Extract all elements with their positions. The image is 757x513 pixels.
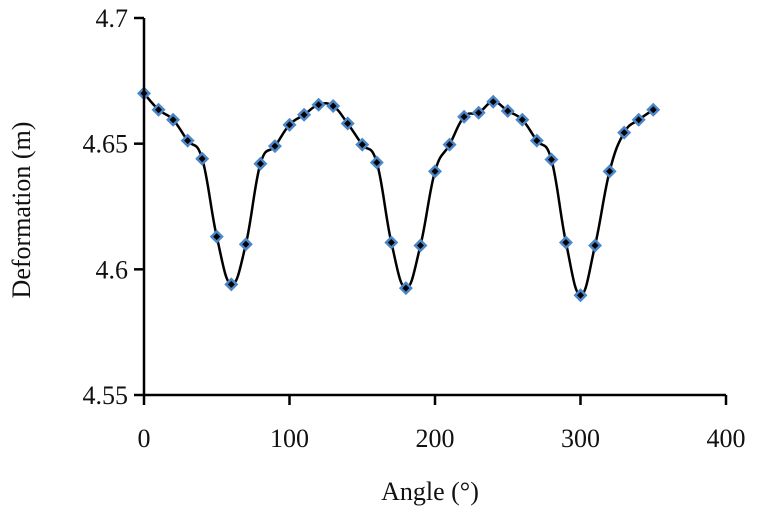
x-tick-label: 0	[138, 424, 151, 453]
x-tick-label: 400	[707, 424, 746, 453]
data-point-diamond-marker	[602, 164, 617, 179]
x-tick-label: 200	[416, 424, 455, 453]
data-point-diamond-marker	[166, 112, 181, 127]
data-point-diamond-marker	[238, 237, 253, 252]
y-tick-label: 4.7	[96, 4, 129, 33]
data-point-diamond-marker	[267, 139, 282, 154]
x-tick-label: 300	[561, 424, 600, 453]
y-tick-label: 4.55	[83, 381, 129, 410]
data-point-diamond-marker	[253, 156, 268, 171]
data-point-diamond-marker	[442, 137, 457, 152]
x-tick-label: 100	[270, 424, 309, 453]
data-point-diamond-marker	[398, 281, 413, 296]
data-point-diamond-marker	[631, 112, 646, 127]
data-point-diamond-marker	[340, 116, 355, 131]
data-point-diamond-marker	[617, 125, 632, 140]
data-point-diamond-marker	[297, 107, 312, 122]
data-point-diamond-marker	[209, 229, 224, 244]
y-tick-label: 4.65	[83, 130, 129, 159]
data-point-diamond-marker	[486, 94, 501, 109]
data-point-diamond-marker	[573, 288, 588, 303]
data-point-diamond-marker	[326, 98, 341, 113]
data-point-diamond-marker	[457, 109, 472, 124]
data-point-diamond-marker	[180, 133, 195, 148]
y-tick-label: 4.6	[96, 255, 129, 284]
data-point-diamond-marker	[282, 117, 297, 132]
data-point-diamond-marker	[311, 97, 326, 112]
axes: 4.55 4.6 4.65 4.7 0 100 200 300 400	[83, 4, 746, 453]
data-point-diamond-marker	[195, 151, 210, 166]
data-point-diamond-marker	[558, 235, 573, 250]
data-point-diamond-marker	[588, 238, 603, 253]
data-point-diamond-marker	[355, 137, 370, 152]
series-line	[143, 92, 654, 297]
data-point-diamond-marker	[515, 112, 530, 127]
data-point-diamond-marker	[544, 152, 559, 167]
data-point-diamond-marker	[428, 164, 442, 179]
x-axis-title: Angle (°)	[381, 477, 479, 506]
data-point-diamond-marker	[500, 103, 515, 118]
data-point-diamond-marker	[646, 102, 661, 117]
data-point-diamond-marker	[151, 102, 166, 117]
data-point-diamond-marker	[529, 133, 544, 148]
plot-area	[137, 86, 661, 303]
data-point-diamond-marker	[224, 277, 239, 292]
y-axis-title: Deformation (m)	[7, 122, 36, 299]
data-point-diamond-marker	[369, 155, 384, 170]
data-point-diamond-marker	[413, 238, 428, 253]
data-point-diamond-marker	[471, 105, 486, 120]
data-point-diamond-marker	[384, 235, 399, 250]
